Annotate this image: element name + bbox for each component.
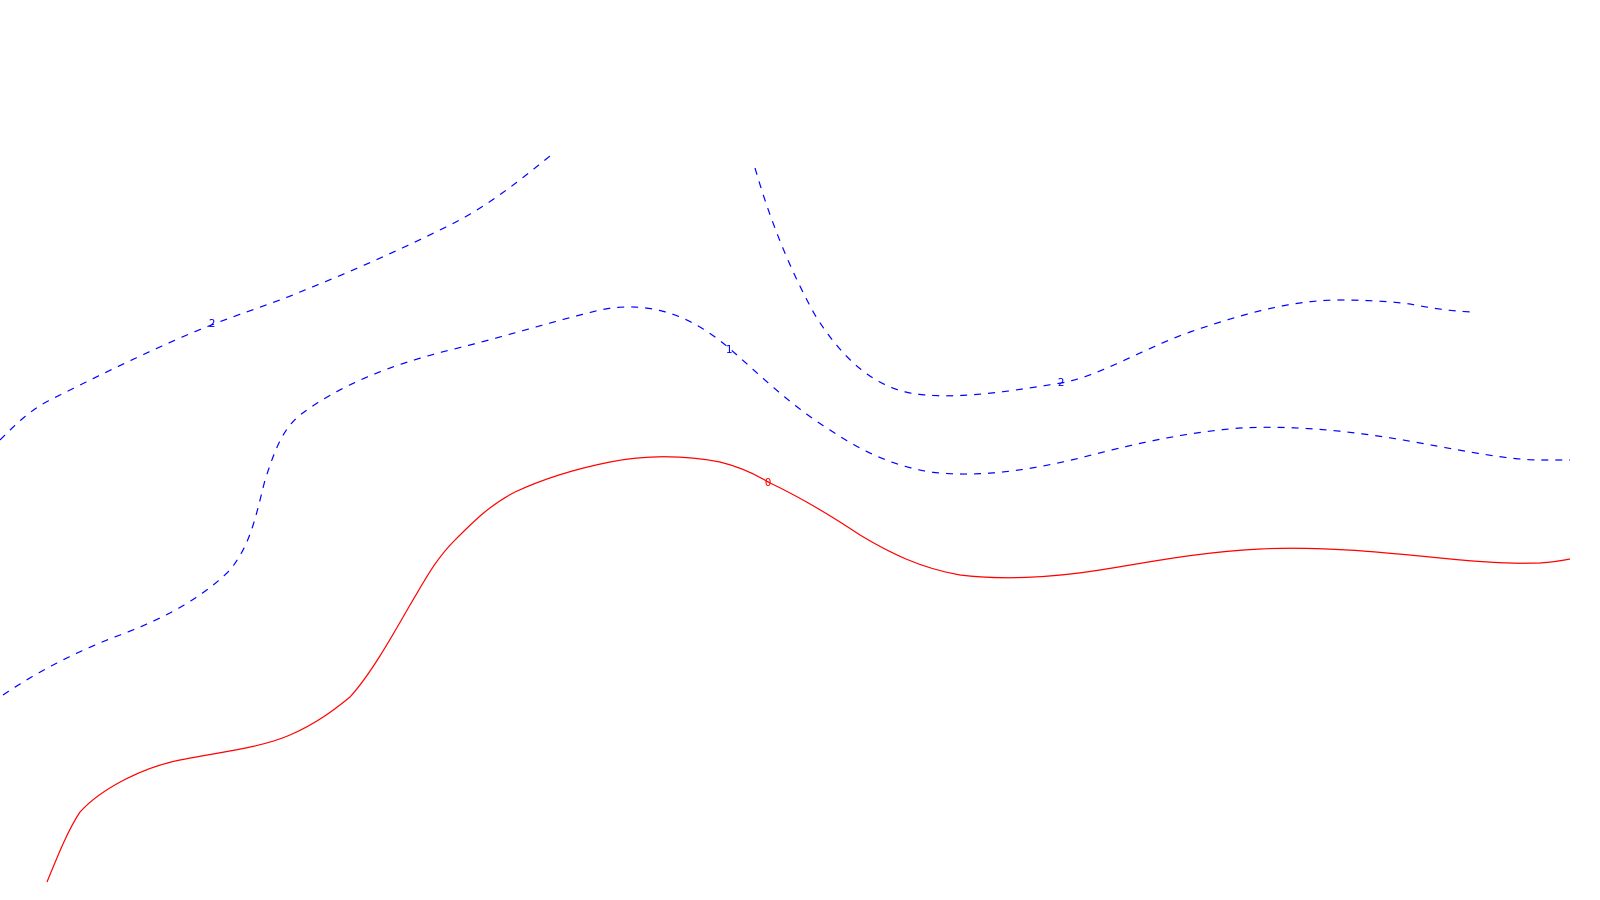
contour-line-2-right xyxy=(754,167,1473,397)
contour-label-0: 0 xyxy=(765,476,772,489)
contour-line-0 xyxy=(46,456,1571,883)
contour-label-1: 1 xyxy=(726,343,733,356)
contour-label-2-left: 2 xyxy=(209,317,216,330)
contour-label-2-right: 2 xyxy=(1058,376,1065,389)
contour-line-2-left xyxy=(0,151,556,441)
